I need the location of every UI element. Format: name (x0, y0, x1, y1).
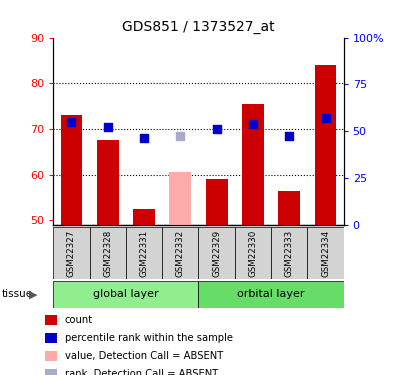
Bar (235, 227, 271, 279)
Text: GSM22334: GSM22334 (321, 230, 330, 277)
Bar (314, 65, 337, 225)
Text: tissue: tissue (2, 290, 33, 299)
Bar (206, 179, 228, 225)
Text: GSM22327: GSM22327 (67, 230, 76, 277)
Point (141, 135, 147, 141)
Bar (60, 115, 83, 225)
Bar (162, 227, 199, 279)
Text: global layer: global layer (93, 290, 159, 299)
Text: count: count (65, 315, 93, 325)
Point (68, 119, 75, 125)
Text: GSM22333: GSM22333 (285, 230, 294, 277)
Point (322, 114, 329, 120)
Point (105, 124, 111, 130)
Point (177, 133, 184, 139)
Bar (271, 227, 307, 279)
Point (286, 133, 292, 139)
Bar (126, 227, 162, 279)
Bar (53, 281, 199, 308)
Point (213, 126, 220, 132)
Bar (307, 227, 344, 279)
Text: GSM22331: GSM22331 (139, 230, 149, 277)
Bar (199, 227, 235, 279)
Text: GSM22329: GSM22329 (212, 230, 221, 277)
Text: percentile rank within the sample: percentile rank within the sample (65, 333, 233, 343)
Bar (45, 333, 57, 343)
Bar (45, 369, 57, 375)
Text: GSM22332: GSM22332 (176, 230, 185, 277)
Bar (90, 227, 126, 279)
Bar (278, 191, 300, 225)
Text: value, Detection Call = ABSENT: value, Detection Call = ABSENT (65, 351, 223, 361)
Text: rank, Detection Call = ABSENT: rank, Detection Call = ABSENT (65, 369, 218, 375)
Bar (133, 209, 155, 225)
Text: GSM22328: GSM22328 (103, 230, 112, 277)
Text: orbital layer: orbital layer (237, 290, 305, 299)
Bar (169, 172, 191, 225)
Bar (45, 351, 57, 361)
Title: GDS851 / 1373527_at: GDS851 / 1373527_at (122, 20, 275, 34)
Bar (242, 104, 264, 225)
Text: GSM22330: GSM22330 (248, 230, 258, 277)
Bar (97, 140, 118, 225)
Point (250, 122, 256, 128)
Text: ▶: ▶ (29, 290, 38, 299)
Bar (199, 281, 344, 308)
Bar (53, 227, 90, 279)
Bar (45, 315, 57, 325)
